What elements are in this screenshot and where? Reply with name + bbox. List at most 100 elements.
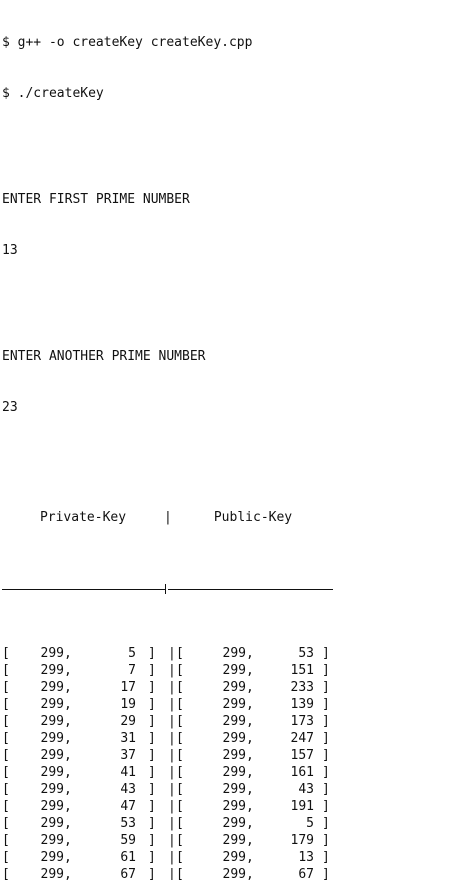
private-key-modulus: 299	[40, 680, 64, 695]
public-key-exponent: 67	[298, 867, 314, 880]
private-key-modulus: 299	[40, 765, 64, 780]
public-close-bracket: ]	[322, 816, 330, 831]
private-open-bracket: [	[2, 663, 10, 678]
table-row: [299, 43] |[299, 43]	[2, 781, 450, 798]
input-another-prime: 23	[2, 400, 18, 415]
private-comma: ,	[64, 680, 72, 695]
rule-junction	[165, 584, 166, 594]
public-key-exponent: 179	[290, 833, 314, 848]
column-separator: |	[168, 697, 176, 712]
public-comma: ,	[246, 748, 254, 763]
private-key-exponent: 61	[120, 850, 136, 865]
column-separator: |	[168, 833, 176, 848]
public-open-bracket: [	[176, 816, 184, 831]
private-open-bracket: [	[2, 765, 10, 780]
public-open-bracket: [	[176, 697, 184, 712]
public-key-exponent: 173	[290, 714, 314, 729]
private-key-modulus: 299	[40, 867, 64, 880]
private-key-modulus: 299	[40, 714, 64, 729]
column-separator: |	[168, 731, 176, 746]
public-open-bracket: [	[176, 782, 184, 797]
public-key-modulus: 299	[222, 663, 246, 678]
public-comma: ,	[246, 850, 254, 865]
table-row: [299, 5] |[299, 53]	[2, 645, 450, 662]
table-row: [299, 53] |[299, 5]	[2, 815, 450, 832]
public-key-modulus: 299	[222, 714, 246, 729]
public-open-bracket: [	[176, 680, 184, 695]
private-key-exponent: 19	[120, 697, 136, 712]
private-key-exponent: 43	[120, 782, 136, 797]
public-close-bracket: ]	[322, 850, 330, 865]
public-open-bracket: [	[176, 799, 184, 814]
column-separator: |	[168, 663, 176, 678]
public-key-modulus: 299	[222, 748, 246, 763]
private-close-bracket: ]	[148, 714, 156, 729]
public-comma: ,	[246, 799, 254, 814]
private-open-bracket: [	[2, 833, 10, 848]
blank-line	[2, 293, 450, 310]
private-key-header: Private-Key	[39, 510, 127, 525]
public-key-modulus: 299	[222, 833, 246, 848]
private-open-bracket: [	[2, 799, 10, 814]
private-key-modulus: 299	[40, 833, 64, 848]
public-key-modulus: 299	[222, 765, 246, 780]
column-separator: |	[168, 816, 176, 831]
table-row: [299, 7] |[299, 151]	[2, 662, 450, 679]
private-open-bracket: [	[2, 850, 10, 865]
public-comma: ,	[246, 646, 254, 661]
private-comma: ,	[64, 697, 72, 712]
input-first-prime: 13	[2, 243, 18, 258]
table-row: [299, 61] |[299, 13]	[2, 849, 450, 866]
table-row: [299, 19] |[299, 139]	[2, 696, 450, 713]
public-key-exponent: 247	[290, 731, 314, 746]
blank-line	[2, 136, 450, 153]
public-key-exponent: 151	[290, 663, 314, 678]
private-key-modulus: 299	[40, 748, 64, 763]
table-header-row: Private-Key | Public-Key	[2, 509, 450, 526]
private-key-modulus: 299	[40, 850, 64, 865]
command-line-run: $ ./createKey	[2, 86, 104, 101]
private-close-bracket: ]	[148, 850, 156, 865]
private-key-modulus: 299	[40, 697, 64, 712]
public-key-modulus: 299	[222, 646, 246, 661]
private-close-bracket: ]	[148, 697, 156, 712]
public-close-bracket: ]	[322, 833, 330, 848]
private-close-bracket: ]	[148, 816, 156, 831]
private-key-exponent: 17	[120, 680, 136, 695]
column-separator: |	[168, 782, 176, 797]
private-comma: ,	[64, 731, 72, 746]
private-open-bracket: [	[2, 714, 10, 729]
column-separator: |	[168, 765, 176, 780]
public-comma: ,	[246, 663, 254, 678]
public-key-header: Public-Key	[213, 510, 293, 525]
public-comma: ,	[246, 697, 254, 712]
public-key-exponent: 53	[298, 646, 314, 661]
public-close-bracket: ]	[322, 765, 330, 780]
private-close-bracket: ]	[148, 646, 156, 661]
private-open-bracket: [	[2, 816, 10, 831]
public-comma: ,	[246, 782, 254, 797]
column-separator: |	[168, 680, 176, 695]
public-key-exponent: 233	[290, 680, 314, 695]
public-open-bracket: [	[176, 663, 184, 678]
private-close-bracket: ]	[148, 833, 156, 848]
public-key-modulus: 299	[222, 731, 246, 746]
public-open-bracket: [	[176, 646, 184, 661]
public-comma: ,	[246, 867, 254, 880]
public-open-bracket: [	[176, 850, 184, 865]
public-key-modulus: 299	[222, 816, 246, 831]
public-close-bracket: ]	[322, 646, 330, 661]
header-separator: |	[164, 510, 172, 525]
private-open-bracket: [	[2, 748, 10, 763]
private-key-modulus: 299	[40, 663, 64, 678]
column-separator: |	[168, 714, 176, 729]
private-key-exponent: 47	[120, 799, 136, 814]
prompt-another-prime: ENTER ANOTHER PRIME NUMBER	[2, 349, 206, 364]
private-open-bracket: [	[2, 646, 10, 661]
private-key-modulus: 299	[40, 816, 64, 831]
private-close-bracket: ]	[148, 748, 156, 763]
prompt-first-prime: ENTER FIRST PRIME NUMBER	[2, 192, 190, 207]
public-open-bracket: [	[176, 867, 184, 880]
public-close-bracket: ]	[322, 782, 330, 797]
